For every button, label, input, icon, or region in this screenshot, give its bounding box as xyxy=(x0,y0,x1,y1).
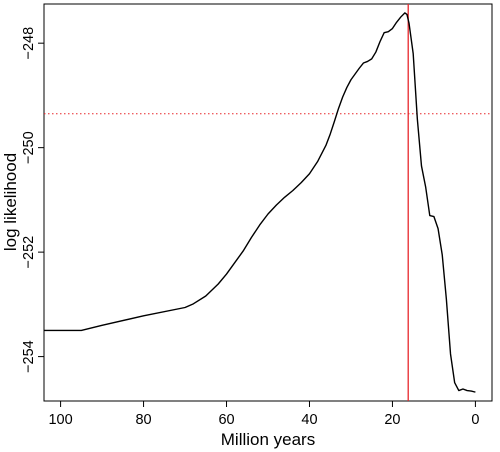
x-tick-label: 40 xyxy=(301,412,317,428)
y-tick-label: −248 xyxy=(21,27,37,60)
y-tick-label: −250 xyxy=(21,131,37,164)
x-tick-label: 20 xyxy=(384,412,400,428)
y-axis: −248 −250 −252 −254 xyxy=(21,27,44,373)
y-tick-label: −254 xyxy=(21,340,37,373)
plot-area xyxy=(44,4,492,401)
x-tick-label: 100 xyxy=(48,412,72,428)
x-tick-label: 0 xyxy=(471,412,479,428)
x-tick-label: 60 xyxy=(218,412,234,428)
y-axis-label: log likelihood xyxy=(1,153,20,251)
y-tick-label: −252 xyxy=(21,236,37,269)
x-axis: 100 80 60 40 20 0 xyxy=(48,401,479,428)
series-line xyxy=(44,12,476,393)
x-axis-label: Million years xyxy=(221,430,315,449)
plot-frame xyxy=(43,3,493,402)
x-tick-label: 80 xyxy=(135,412,151,428)
